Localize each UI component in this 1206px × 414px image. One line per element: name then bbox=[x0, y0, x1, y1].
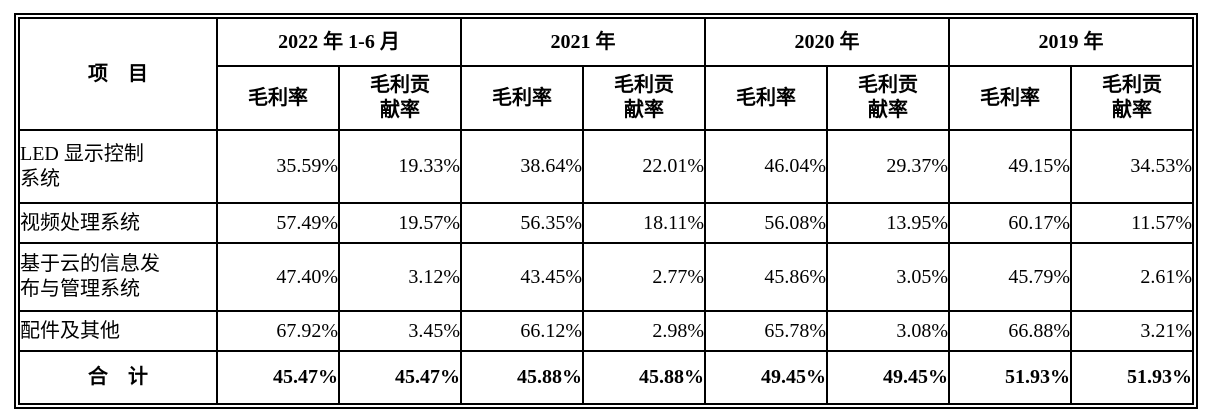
total-cell-value: 45.47% bbox=[216, 350, 340, 405]
cell-value: 3.08% bbox=[826, 310, 951, 352]
total-cell-value: 51.93% bbox=[1070, 350, 1195, 405]
cell-value: 19.57% bbox=[337, 202, 463, 244]
subheader-contribution-2021: 毛利贡 献率 bbox=[582, 65, 707, 131]
cell-value: 11.57% bbox=[1070, 202, 1195, 244]
margin-table-frame: 项 目 2022 年 1-6 月 2021 年 2020 年 2019 年 毛利… bbox=[14, 13, 1199, 409]
cell-value: 49.15% bbox=[948, 129, 1073, 204]
cell-value: 3.12% bbox=[337, 242, 463, 312]
subheader-gross-margin-2020: 毛利率 bbox=[704, 65, 829, 131]
cell-value: 3.45% bbox=[337, 310, 463, 352]
cell-value: 57.49% bbox=[216, 202, 340, 244]
cell-value: 46.04% bbox=[704, 129, 829, 204]
table-row-cloud-info-system: 基于云的信息发 布与管理系统 47.40% 3.12% 43.45% 2.77%… bbox=[18, 242, 1195, 312]
subheader-contribution-2020: 毛利贡 献率 bbox=[826, 65, 951, 131]
total-cell-value: 49.45% bbox=[826, 350, 951, 405]
subheader-gross-margin-2022h1: 毛利率 bbox=[216, 65, 340, 131]
cell-value: 45.86% bbox=[704, 242, 829, 312]
cell-value: 45.79% bbox=[948, 242, 1073, 312]
total-cell-value: 51.93% bbox=[948, 350, 1073, 405]
column-header-item: 项 目 bbox=[18, 17, 218, 131]
total-cell-value: 45.88% bbox=[582, 350, 707, 405]
table-row-led-display-control: LED 显示控制 系统 35.59% 19.33% 38.64% 22.01% … bbox=[18, 129, 1195, 204]
subheader-contribution-2022h1: 毛利贡 献率 bbox=[337, 65, 463, 131]
column-header-2021: 2021 年 bbox=[460, 17, 707, 67]
cell-value: 2.98% bbox=[582, 310, 707, 352]
cell-value: 3.05% bbox=[826, 242, 951, 312]
table-row-total: 合 计 45.47% 45.47% 45.88% 45.88% 49.45% 4… bbox=[18, 350, 1195, 405]
cell-value: 43.45% bbox=[460, 242, 585, 312]
row-label: LED 显示控制 系统 bbox=[18, 129, 218, 204]
gross-margin-table: 项 目 2022 年 1-6 月 2021 年 2020 年 2019 年 毛利… bbox=[18, 17, 1195, 405]
row-label: 基于云的信息发 布与管理系统 bbox=[18, 242, 218, 312]
total-cell-value: 45.47% bbox=[337, 350, 463, 405]
cell-value: 47.40% bbox=[216, 242, 340, 312]
cell-value: 18.11% bbox=[582, 202, 707, 244]
total-cell-value: 49.45% bbox=[704, 350, 829, 405]
cell-value: 35.59% bbox=[216, 129, 340, 204]
table-row-accessories-other: 配件及其他 67.92% 3.45% 66.12% 2.98% 65.78% 3… bbox=[18, 310, 1195, 352]
subheader-gross-margin-2021: 毛利率 bbox=[460, 65, 585, 131]
cell-value: 60.17% bbox=[948, 202, 1073, 244]
cell-value: 56.35% bbox=[460, 202, 585, 244]
cell-value: 2.77% bbox=[582, 242, 707, 312]
row-label: 配件及其他 bbox=[18, 310, 218, 352]
column-header-2022h1: 2022 年 1-6 月 bbox=[215, 17, 463, 67]
cell-value: 67.92% bbox=[216, 310, 340, 352]
cell-value: 65.78% bbox=[704, 310, 829, 352]
cell-value: 3.21% bbox=[1070, 310, 1195, 352]
total-row-label: 合 计 bbox=[18, 350, 218, 405]
cell-value: 2.61% bbox=[1070, 242, 1195, 312]
column-header-2020: 2020 年 bbox=[704, 17, 951, 67]
table-row-video-processing: 视频处理系统 57.49% 19.57% 56.35% 18.11% 56.08… bbox=[18, 202, 1195, 244]
cell-value: 66.88% bbox=[948, 310, 1073, 352]
cell-value: 29.37% bbox=[826, 129, 951, 204]
row-label: 视频处理系统 bbox=[18, 202, 218, 244]
total-cell-value: 45.88% bbox=[460, 350, 585, 405]
cell-value: 13.95% bbox=[826, 202, 951, 244]
cell-value: 38.64% bbox=[460, 129, 585, 204]
cell-value: 19.33% bbox=[337, 129, 463, 204]
cell-value: 22.01% bbox=[582, 129, 707, 204]
subheader-gross-margin-2019: 毛利率 bbox=[948, 65, 1073, 131]
cell-value: 34.53% bbox=[1070, 129, 1195, 204]
subheader-contribution-2019: 毛利贡 献率 bbox=[1070, 65, 1195, 131]
cell-value: 66.12% bbox=[460, 310, 585, 352]
cell-value: 56.08% bbox=[704, 202, 829, 244]
column-header-2019: 2019 年 bbox=[948, 17, 1195, 67]
